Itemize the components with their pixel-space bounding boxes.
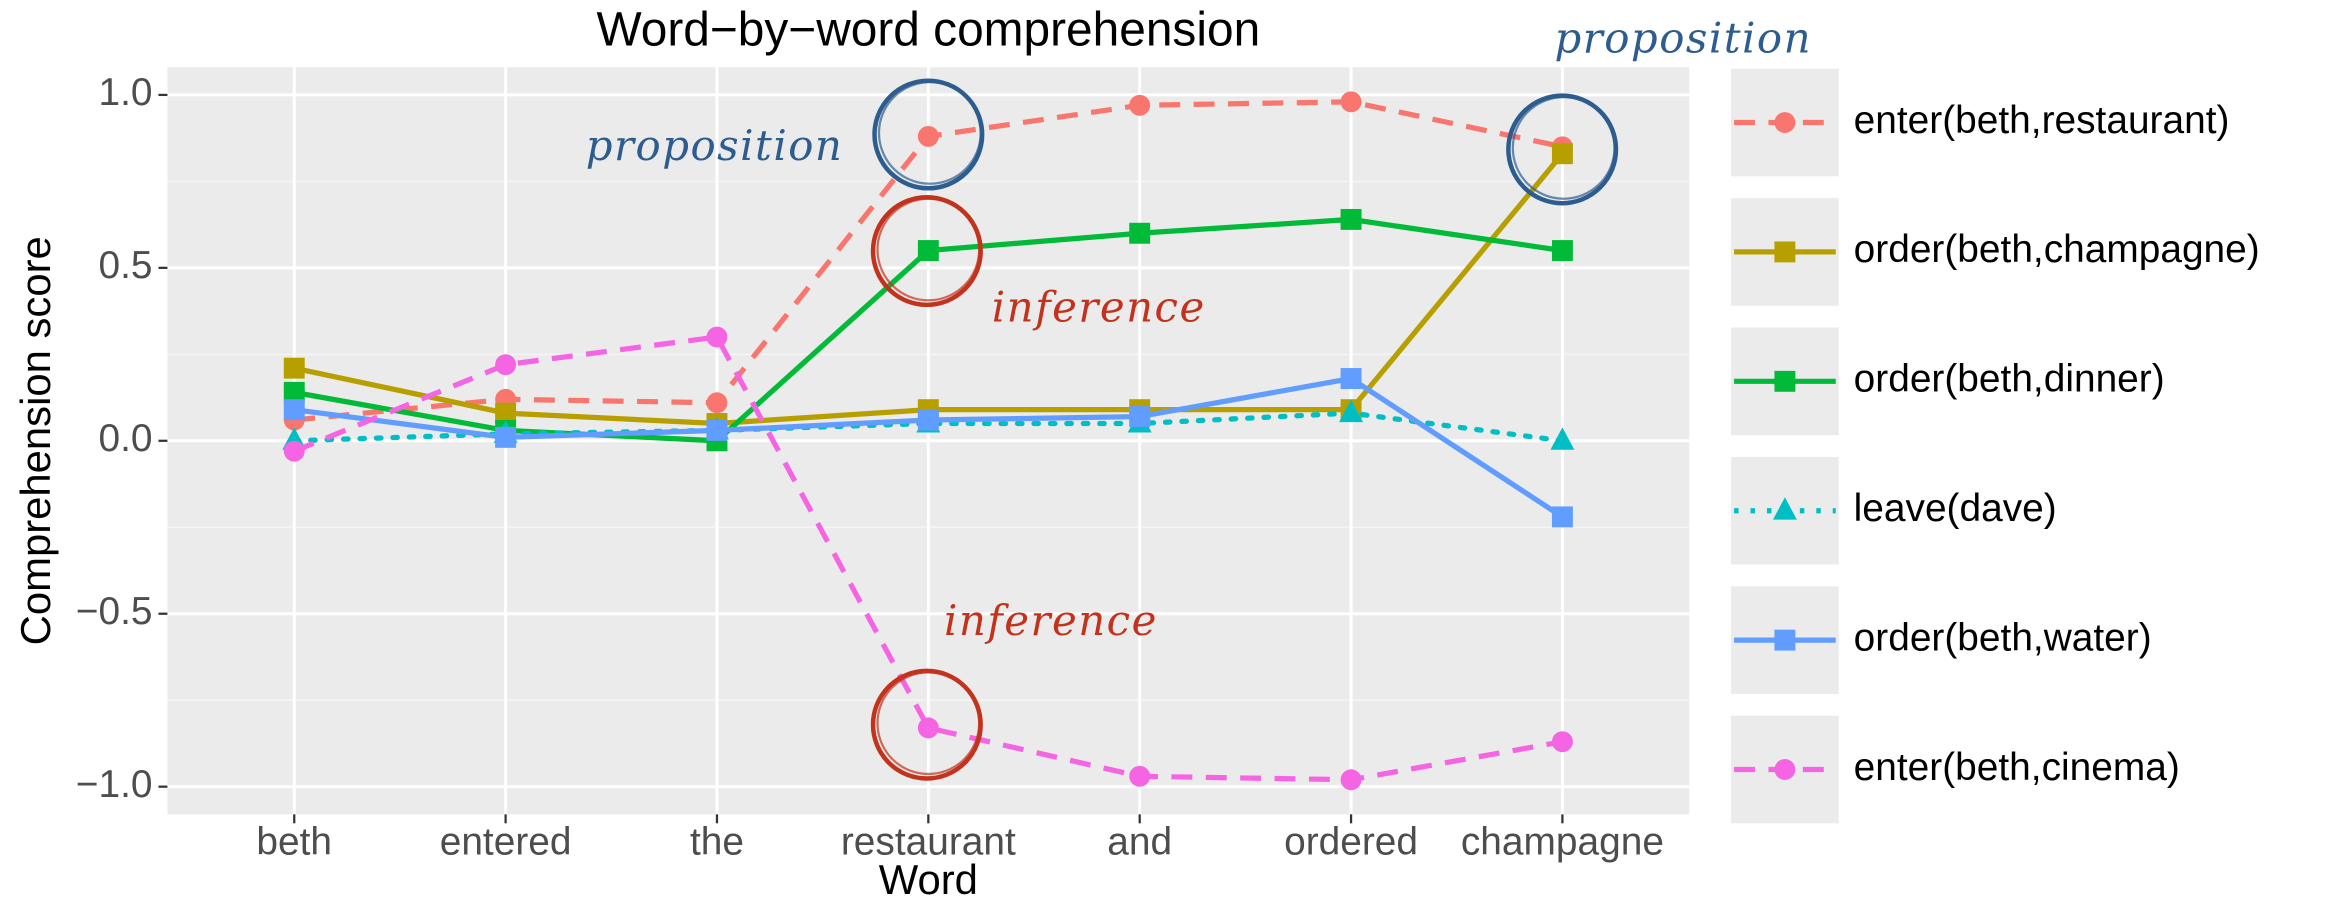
- point: [1551, 240, 1573, 262]
- annotation-circle: [876, 197, 981, 302]
- annotation-circle: [876, 671, 981, 776]
- point: [917, 125, 939, 147]
- point: [1340, 368, 1362, 389]
- point: [1551, 731, 1573, 753]
- annotation-circle: [1506, 93, 1619, 206]
- series-lines: [282, 91, 1575, 791]
- y-tick-label: 0.0: [98, 417, 152, 460]
- point: [706, 392, 728, 414]
- x-tick-label: restaurant: [841, 820, 1016, 863]
- x-tick-label: ordered: [1284, 820, 1418, 863]
- annotation-circle: [870, 194, 983, 308]
- legend-marker: [1774, 241, 1796, 263]
- y-tick-label: 1.0: [98, 71, 152, 114]
- legend-label: enter(beth,cinema): [1854, 746, 2180, 789]
- point: [1339, 399, 1364, 423]
- legend-label: enter(beth,restaurant): [1854, 99, 2230, 142]
- point: [495, 426, 517, 448]
- y-tick-label: −0.5: [76, 590, 153, 633]
- point: [1340, 91, 1362, 113]
- y-tick-label: −1.0: [76, 763, 153, 806]
- point: [1129, 765, 1151, 787]
- point: [495, 354, 517, 376]
- point: [495, 402, 517, 424]
- legend: enter(beth,restaurant) order(beth,champag…: [1731, 68, 2260, 824]
- point: [917, 717, 939, 739]
- x-axis-label: Word: [879, 856, 978, 901]
- point: [706, 419, 728, 441]
- annotation: inference: [944, 596, 1158, 645]
- annotation-circle: [872, 78, 985, 191]
- x-tick-label: entered: [440, 820, 572, 863]
- series: [283, 368, 1573, 528]
- legend-marker: [1774, 370, 1796, 392]
- legend-marker: [1774, 112, 1796, 133]
- annotation: proposition: [1554, 13, 1812, 62]
- x-tick-label: beth: [256, 820, 332, 863]
- legend-marker: [1772, 497, 1797, 520]
- legend-label: leave(dave): [1854, 487, 2057, 530]
- point: [283, 357, 305, 379]
- point: [917, 409, 939, 431]
- annotation: proposition: [586, 121, 844, 170]
- point: [1129, 94, 1151, 116]
- point: [1129, 222, 1151, 244]
- chart-title: Word−by−word comprehension: [596, 4, 1260, 57]
- annotation-circle: [877, 81, 982, 185]
- legend-label: order(beth,champagne): [1854, 228, 2260, 271]
- x-tick-label: the: [690, 820, 744, 863]
- point: [283, 399, 305, 421]
- point: [1550, 427, 1575, 450]
- point: [1551, 506, 1573, 528]
- point: [1340, 208, 1362, 230]
- legend-label: order(beth,water): [1854, 616, 2152, 659]
- annotations: proposition proposition inference inference: [586, 13, 1812, 781]
- x-tick-label: champagne: [1461, 820, 1664, 863]
- legend-marker: [1774, 759, 1796, 780]
- point: [283, 440, 305, 462]
- point: [1129, 406, 1151, 428]
- y-axis-label: Comprehension score: [12, 236, 59, 645]
- annotation-circle: [870, 668, 983, 781]
- y-tick-label: 0.5: [98, 244, 152, 287]
- legend-label: order(beth,dinner): [1854, 358, 2165, 401]
- point: [283, 381, 305, 403]
- point: [706, 326, 728, 348]
- point: [917, 240, 939, 262]
- annotation-circle: [1511, 96, 1616, 200]
- x-tick-label: and: [1107, 820, 1172, 863]
- annotation: inference: [992, 282, 1206, 331]
- point: [1551, 143, 1573, 165]
- point: [1340, 769, 1362, 791]
- series: [283, 326, 1573, 791]
- legend-marker: [1774, 629, 1796, 651]
